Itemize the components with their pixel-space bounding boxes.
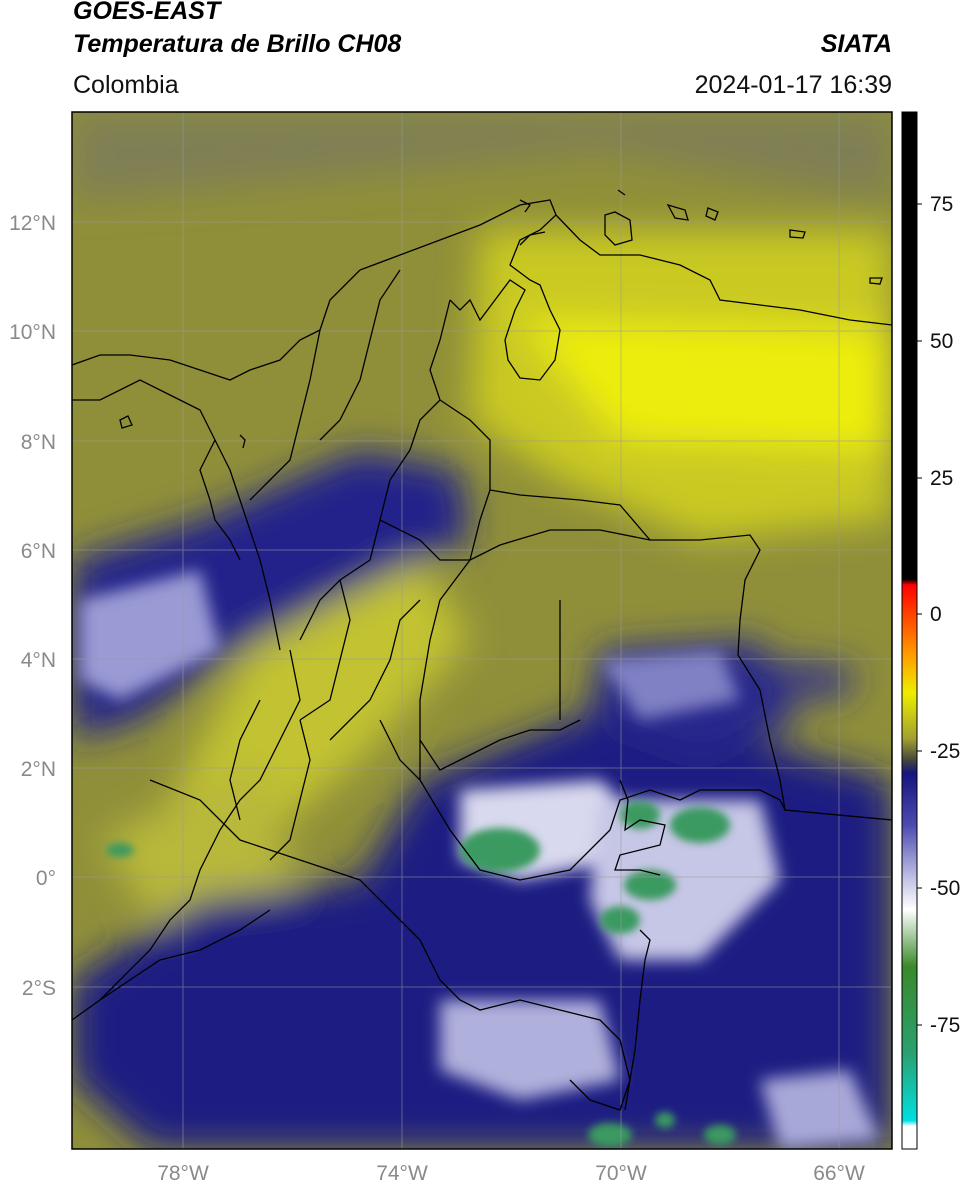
lon-tick-label: 70°W	[595, 1162, 647, 1185]
lat-tick-label: 2°N	[21, 758, 56, 781]
lat-tick-label: 4°N	[21, 649, 56, 672]
lon-tick-label: 78°W	[157, 1162, 209, 1185]
lat-tick-label: 0°	[36, 867, 56, 890]
map-frame	[71, 111, 893, 1150]
colorbar-tick-label: 50	[930, 330, 953, 353]
lon-tick-label: 74°W	[376, 1162, 428, 1185]
agency-label: SIATA	[820, 30, 892, 58]
latitude-axis: 12°N 10°N 8°N 6°N 4°N 2°N 0° 2°S	[9, 212, 56, 1000]
lon-tick-label: 66°W	[813, 1162, 865, 1185]
graticule	[72, 112, 892, 1149]
lat-tick-label: 2°S	[22, 977, 56, 1000]
lat-tick-label: 6°N	[21, 540, 56, 563]
lat-tick-label: 12°N	[9, 212, 56, 235]
lat-tick-label: 8°N	[21, 431, 56, 454]
datetime-label: 2024-01-17 16:39	[694, 71, 892, 99]
product-title: Temperatura de Brillo CH08	[73, 30, 402, 58]
colorbar-ramp	[902, 112, 917, 1149]
lat-tick-label: 10°N	[9, 321, 56, 344]
colorbar-frame	[901, 111, 918, 1150]
colorbar-tick-label: 0	[930, 603, 942, 626]
colorbar-tick-label: 75	[930, 193, 953, 216]
colorbar-ticks	[917, 203, 922, 1026]
country-borders	[72, 189, 892, 1111]
longitude-axis: 78°W 74°W 70°W 66°W	[157, 1162, 865, 1185]
satellite-title: GOES-EAST	[73, 0, 221, 25]
colorbar-tick-label: -25	[930, 740, 960, 763]
colorbar-tick-label: 25	[930, 467, 953, 490]
colorbar-tick-label: -50	[930, 877, 960, 900]
brightness-temperature-layer	[72, 112, 892, 1149]
colorbar-labels: 75 50 25 0 -25 -50 -75	[930, 193, 960, 1037]
colorbar: 75 50 25 0 -25 -50 -75	[901, 111, 960, 1150]
region-label: Colombia	[73, 71, 179, 99]
colorbar-tick-label: -75	[930, 1014, 960, 1037]
